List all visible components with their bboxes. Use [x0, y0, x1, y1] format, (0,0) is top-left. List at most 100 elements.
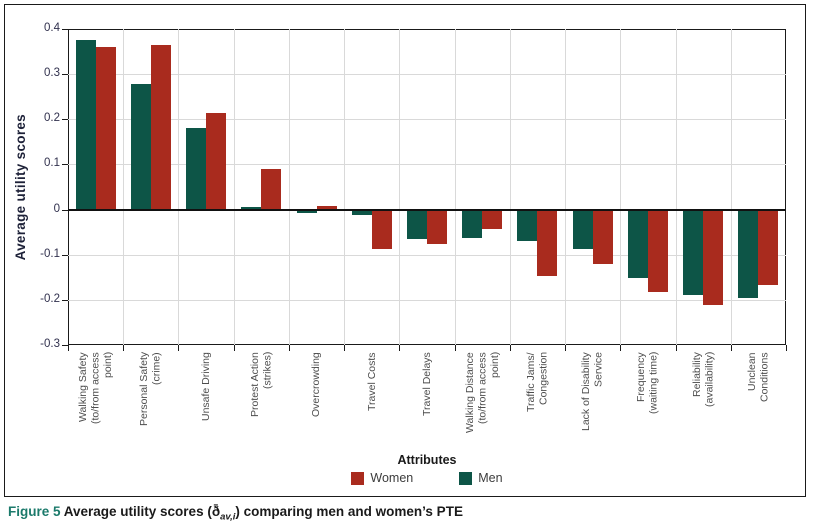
- y-axis-tick-label: -0.1: [40, 247, 60, 260]
- gridline-horizontal: [68, 119, 786, 121]
- gridline-vertical: [565, 29, 567, 345]
- x-axis-category-label: Walking Safety (to/from access point): [76, 352, 114, 424]
- x-axis-category-cell: Overcrowding: [289, 352, 344, 456]
- bar-men: [738, 209, 759, 298]
- x-axis-category-cell: Travel Delays: [399, 352, 454, 456]
- x-axis-tick: [399, 345, 401, 351]
- legend-item-women: Women: [351, 471, 413, 485]
- bar-men: [296, 209, 317, 213]
- figure-caption-text-pre: Average utility scores (: [60, 504, 212, 519]
- bar-women: [371, 209, 392, 249]
- legend-swatch-women: [351, 471, 365, 485]
- legend-label: Women: [370, 471, 414, 485]
- legend-swatch-men: [459, 471, 473, 485]
- y-axis-title: Average utility scores: [13, 113, 28, 261]
- y-axis-tick-label: 0.3: [44, 67, 60, 80]
- gridline-vertical: [233, 29, 235, 345]
- legend: Women Men: [68, 471, 786, 485]
- x-axis-tick: [675, 345, 677, 351]
- gridline-vertical: [509, 29, 511, 345]
- bar-men: [407, 209, 427, 240]
- gridline-vertical: [675, 29, 677, 345]
- y-axis-tick: [62, 119, 68, 121]
- gridline-vertical: [178, 29, 180, 345]
- legend-label: Men: [478, 471, 503, 485]
- y-axis-tick: [62, 299, 68, 301]
- gridline-vertical: [454, 29, 456, 345]
- x-axis-tick: [233, 345, 235, 351]
- x-axis-category-label: Overcrowding: [310, 352, 323, 417]
- x-axis-category-label: Reliability (availability): [690, 352, 716, 408]
- x-axis-tick: [123, 345, 125, 351]
- bar-men: [683, 209, 704, 295]
- x-axis-tick: [730, 345, 732, 351]
- x-axis-category-cell: Walking Safety (to/from access point): [68, 352, 123, 456]
- x-axis-category-label: Walking Distance (to/from access point): [463, 352, 501, 433]
- x-axis-title: Attributes: [397, 453, 457, 467]
- x-axis-tick: [454, 345, 456, 351]
- y-axis-tick-label: 0: [53, 202, 60, 215]
- x-axis-category-cell: Walking Distance (to/from access point): [455, 352, 510, 456]
- y-axis-tick: [62, 74, 68, 76]
- x-axis-category-cell: Frequency (waiting time): [620, 352, 675, 456]
- x-axis-category-cell: Traffic Jams/ Congestion: [510, 352, 565, 456]
- bar-women: [95, 47, 116, 210]
- gridline-horizontal: [68, 74, 786, 76]
- bar-women: [206, 112, 227, 210]
- y-axis-tick: [62, 164, 68, 166]
- y-axis-tick-label: -0.3: [40, 338, 60, 350]
- x-axis-tick: [786, 345, 787, 351]
- x-axis-tick: [178, 345, 180, 351]
- figure-caption-number: Figure 5: [8, 504, 61, 519]
- bar-women: [427, 209, 447, 244]
- x-axis-category-label: Unsafe Driving: [199, 352, 212, 421]
- x-axis-category-label: Travel Costs: [365, 352, 378, 411]
- x-axis-category-label: Frequency (waiting time): [635, 352, 660, 415]
- bar-women: [592, 209, 613, 265]
- delta-bar-symbol: ð̄: [211, 504, 221, 519]
- x-axis-category-label: Personal Safety (crime): [138, 352, 163, 427]
- legend-item-men: Men: [459, 471, 503, 485]
- bar-men: [517, 209, 538, 242]
- y-axis-tick: [62, 29, 68, 30]
- bar-women: [150, 45, 171, 210]
- figure-caption: Figure 5 Average utility scores (ð̄av,i)…: [8, 504, 808, 523]
- bar-men: [572, 209, 593, 250]
- bar-women: [758, 209, 779, 286]
- bar-women: [647, 209, 668, 292]
- x-axis-tick: [565, 345, 567, 351]
- y-axis-tick: [62, 345, 68, 346]
- gridline-horizontal: [68, 254, 786, 256]
- x-axis-tick: [509, 345, 511, 351]
- caption-subscript: av,i: [220, 511, 236, 523]
- x-axis-category-label: Lack of Disability Service: [580, 352, 605, 431]
- x-axis-category-cell: Reliability (availability): [676, 352, 731, 456]
- gridline-horizontal: [68, 164, 786, 166]
- x-axis-tick: [288, 345, 290, 351]
- gridline-horizontal: [68, 299, 786, 301]
- y-axis-tick-label: -0.2: [40, 292, 60, 305]
- x-axis-category-label: Travel Delays: [420, 352, 433, 416]
- x-axis-category-cell: Unclean Conditions: [731, 352, 786, 456]
- bar-men: [351, 209, 372, 216]
- zero-line: [68, 208, 786, 211]
- plot-area: [68, 29, 786, 345]
- y-axis-tick: [62, 254, 68, 256]
- x-axis-category-label: Protest Action (strikes): [248, 352, 274, 417]
- x-axis-category-cell: Personal Safety (crime): [123, 352, 178, 456]
- bar-men: [627, 209, 648, 278]
- x-axis-category-labels: Walking Safety (to/from access point) Per…: [68, 352, 786, 456]
- gridline-vertical: [123, 29, 125, 345]
- y-axis-tick-label: 0.2: [44, 112, 60, 125]
- bar-men: [186, 128, 207, 210]
- x-axis-tick: [344, 345, 346, 351]
- y-axis-tick-label: 0.4: [44, 22, 60, 34]
- bar-men: [241, 206, 262, 210]
- x-axis-tick: [68, 345, 69, 351]
- x-axis-category-cell: Protest Action (strikes): [234, 352, 289, 456]
- bar-women: [703, 209, 724, 305]
- x-axis-category-label: Unclean Conditions: [745, 352, 771, 402]
- bar-women: [261, 168, 282, 210]
- gridline-vertical: [288, 29, 290, 345]
